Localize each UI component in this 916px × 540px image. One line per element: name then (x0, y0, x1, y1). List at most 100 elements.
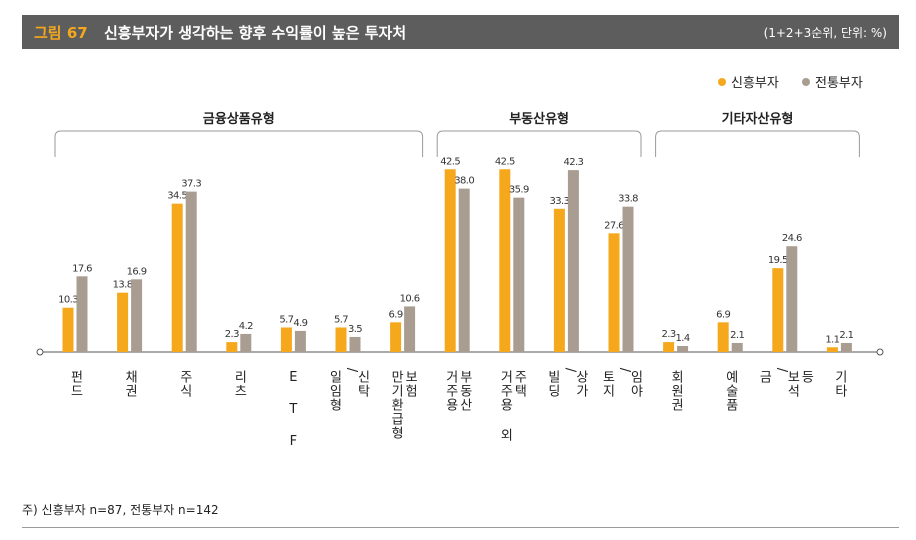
bar-new-rich-2 (171, 203, 183, 352)
value-label: 3.5 (348, 324, 362, 335)
value-label: 37.3 (181, 179, 201, 190)
value-label: 42.3 (563, 157, 583, 168)
bar-new-rich-5 (335, 327, 347, 352)
value-label: 4.9 (293, 318, 307, 329)
value-label: 42.5 (440, 156, 460, 167)
category-label: 주택 (511, 370, 526, 398)
value-label: 2.3 (662, 329, 676, 340)
legend-marker-new-rich (718, 78, 726, 86)
category-label: 임야 (628, 370, 643, 398)
value-label: 10.6 (400, 293, 420, 304)
category-label: 부동산 (457, 370, 472, 412)
figure-title: 신흥부자가 생각하는 향후 수익률이 높은 투자처 (104, 24, 407, 42)
category-label: / (774, 368, 789, 373)
value-label: 4.2 (239, 321, 253, 332)
group-bracket (54, 130, 424, 157)
value-label: 33.8 (618, 194, 638, 205)
category-label: 금 (756, 370, 771, 384)
category-label: 회원권 (668, 370, 683, 412)
category-label: 보석 (784, 370, 799, 398)
bar-new-rich-9 (553, 208, 565, 352)
bar-traditional-rich-1 (131, 279, 143, 352)
category-label: 만기환급형 (388, 370, 403, 440)
value-label: 6.9 (389, 309, 403, 320)
bar-traditional-rich-7 (458, 188, 470, 352)
value-label: 5.7 (334, 314, 348, 325)
category-label: 거주용 (443, 370, 458, 412)
category-label: 신탁 (355, 370, 370, 398)
value-label: 17.6 (72, 263, 92, 274)
category-label: E T F (286, 370, 301, 450)
value-label: 2.3 (225, 329, 239, 340)
value-label: 13.8 (113, 280, 133, 291)
group-label: 금융상품유형 (203, 111, 275, 127)
category-label: 보험 (402, 370, 417, 398)
bar-traditional-rich-13 (786, 246, 798, 352)
group-label: 부동산유형 (509, 111, 569, 127)
bar-traditional-rich-3 (240, 333, 252, 352)
legend-label: 신흥부자 (731, 76, 779, 91)
bar-new-rich-6 (390, 322, 402, 352)
bar-traditional-rich-5 (349, 336, 361, 352)
bar-traditional-rich-2 (185, 191, 197, 352)
bar-new-rich-10 (608, 233, 620, 352)
value-label: 35.9 (509, 185, 529, 196)
category-label: 예술품 (723, 370, 738, 412)
figure-number: 그림 67 (34, 24, 88, 42)
category-label: 리츠 (231, 370, 246, 398)
category-label: 주식 (177, 370, 192, 398)
bar-traditional-rich-8 (513, 197, 525, 352)
category-label: 채권 (122, 370, 137, 398)
figure-header: 그림 67 신흥부자가 생각하는 향후 수익률이 높은 투자처 (1+2+3순위… (22, 15, 899, 49)
value-label: 27.6 (604, 220, 624, 231)
value-label: 10.3 (58, 295, 78, 306)
category-label: / (344, 368, 359, 373)
bar-traditional-rich-9 (567, 170, 579, 352)
bar-new-rich-4 (280, 327, 292, 352)
bar-new-rich-1 (117, 292, 129, 352)
category-label: 상가 (573, 370, 588, 398)
bar-traditional-rich-11 (677, 345, 689, 352)
value-label: 24.6 (782, 233, 802, 244)
bar-traditional-rich-14 (840, 342, 852, 352)
category-label: 등 (798, 370, 813, 384)
bar-new-rich-11 (663, 342, 675, 352)
bar-new-rich-12 (717, 322, 729, 352)
category-label: / (562, 368, 577, 373)
value-label: 42.5 (495, 156, 515, 167)
value-label: 6.9 (716, 309, 730, 320)
value-label: 1.4 (676, 333, 690, 344)
value-label: 33.3 (549, 196, 569, 207)
footnote: 주) 신흥부자 n=87, 전통부자 n=142 (22, 503, 219, 517)
value-label: 2.1 (730, 330, 744, 341)
axis-start-marker (36, 348, 44, 356)
legend-label: 전통부자 (815, 76, 863, 91)
bar-traditional-rich-0 (76, 276, 88, 352)
category-label: 일임형 (327, 370, 342, 412)
legend-marker-traditional-rich (802, 78, 810, 86)
group-bracket (436, 130, 642, 157)
value-label: 19.5 (768, 255, 788, 266)
category-label: 거주용 외 (497, 370, 512, 442)
value-label: 16.9 (127, 266, 147, 277)
group-label: 기타자산유형 (722, 111, 794, 127)
bar-new-rich-8 (499, 169, 511, 352)
category-label: / (617, 368, 632, 373)
category-label: 토지 (600, 370, 615, 398)
figure-unit: (1+2+3순위, 단위: %) (763, 26, 887, 40)
category-label: 기타 (832, 370, 847, 398)
bar-new-rich-7 (444, 169, 456, 352)
bar-traditional-rich-12 (731, 342, 743, 352)
bar-new-rich-3 (226, 342, 238, 352)
value-label: 34.5 (167, 191, 187, 202)
value-label: 5.7 (279, 314, 293, 325)
bar-new-rich-14 (826, 347, 838, 352)
category-label: 펀드 (68, 370, 83, 398)
bottom-divider (22, 527, 899, 528)
value-label: 1.1 (825, 334, 839, 345)
bar-traditional-rich-4 (294, 330, 306, 352)
value-label: 38.0 (454, 176, 474, 187)
bar-new-rich-0 (62, 307, 74, 352)
bar-traditional-rich-6 (404, 306, 416, 352)
